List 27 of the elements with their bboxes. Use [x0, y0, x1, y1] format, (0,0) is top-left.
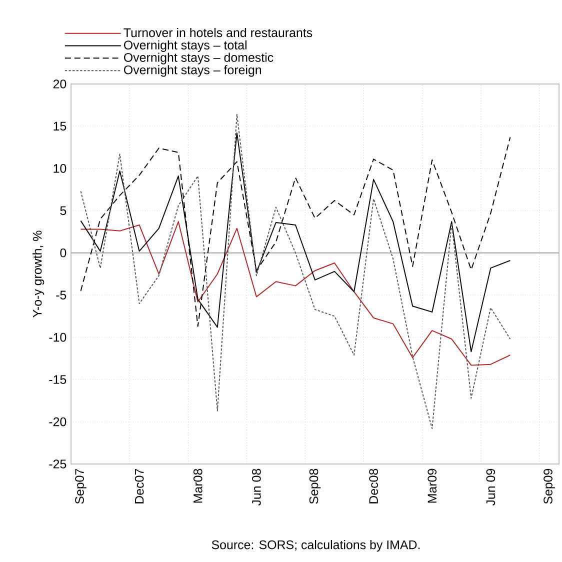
line-series	[80, 114, 511, 430]
x-tick-label: Sep07	[75, 468, 86, 504]
x-tick-label: Sep08	[309, 468, 321, 504]
y-tick-label: -20	[49, 417, 66, 426]
x-tick-label: Jun 09	[486, 468, 496, 506]
y-tick-label: -10	[49, 332, 66, 342]
y-tick-label: -15	[49, 375, 66, 384]
legend-label: Turnover in hotels and restaurants	[124, 28, 312, 38]
x-tick-label: Dec08	[369, 468, 378, 504]
y-tick-label: -5	[56, 290, 66, 300]
y-axis-title: Y-o-y growth, %	[32, 230, 44, 318]
y-tick-label: 0	[60, 248, 66, 258]
y-tick-label: 10	[54, 164, 66, 173]
y-tick-label: 5	[60, 206, 66, 216]
x-tick-label: Mar09	[428, 468, 437, 503]
x-tick-label: Dec07	[134, 468, 144, 504]
x-tick-label: Mar08	[193, 468, 202, 503]
source-note: Source: SORS; calculations by IMAD.	[212, 540, 420, 552]
x-tick-label: Jun 08	[252, 468, 261, 506]
x-tick-label: Sep09	[544, 468, 555, 504]
legend-label: Overnight stays – domestic	[124, 52, 274, 64]
y-tick-label: -25	[49, 460, 66, 468]
line-series	[80, 221, 511, 366]
legend-label: Overnight stays – foreign	[124, 65, 262, 77]
y-tick-label: 20	[53, 80, 66, 88]
y-tick-label: 15	[54, 122, 66, 131]
legend-label: Overnight stays – total	[124, 40, 246, 52]
